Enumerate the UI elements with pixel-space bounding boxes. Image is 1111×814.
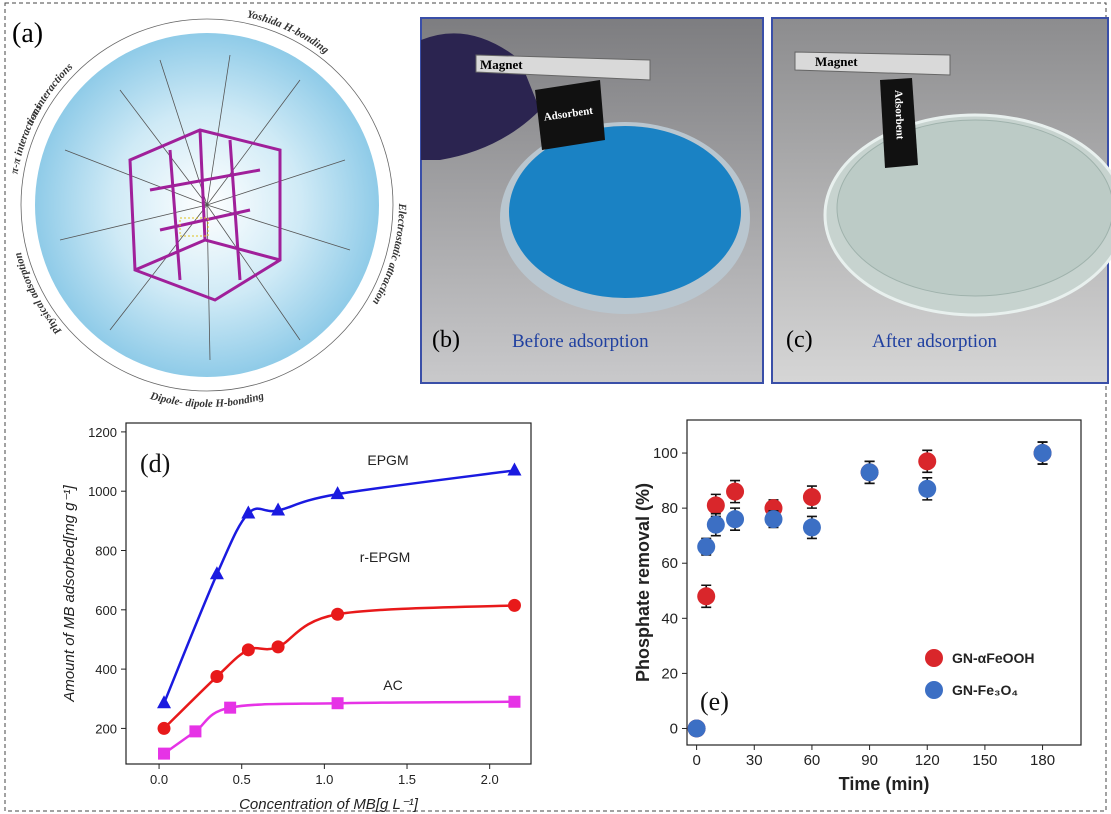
x-tick-label: 1.0 xyxy=(315,772,333,787)
adsorbent-label: Adsorbent xyxy=(892,90,906,140)
marker xyxy=(803,488,821,506)
x-tick-label: 30 xyxy=(746,752,763,769)
marker xyxy=(210,670,223,683)
marker xyxy=(210,566,224,579)
x-axis-label: Concentration of MB[g L⁻¹] xyxy=(239,796,419,813)
series-line xyxy=(164,470,514,703)
series-line xyxy=(164,605,514,728)
series-line xyxy=(164,702,514,754)
x-tick-label: 0 xyxy=(692,752,700,769)
x-tick-label: 1.5 xyxy=(398,772,416,787)
dish-liquid xyxy=(837,120,1111,296)
marker xyxy=(688,719,706,737)
marker xyxy=(158,748,170,760)
marker xyxy=(707,516,725,534)
marker xyxy=(707,496,725,514)
caption: After adsorption xyxy=(872,331,998,352)
panel-label: (a) xyxy=(12,18,43,49)
x-tick-label: 120 xyxy=(915,752,940,769)
marker xyxy=(242,643,255,656)
y-tick-label: 600 xyxy=(95,603,117,618)
y-tick-label: 100 xyxy=(653,445,678,462)
y-tick-label: 1000 xyxy=(88,484,117,499)
marker xyxy=(507,462,521,475)
series-label: AC xyxy=(383,677,402,693)
marker xyxy=(918,452,936,470)
panel-c: Magnet Adsorbent (c) After adsorption xyxy=(772,18,1111,383)
mechanism-text: Dipole- dipole H-bonding xyxy=(148,390,266,410)
marker xyxy=(925,649,943,667)
y-tick-label: 20 xyxy=(661,665,678,682)
mechanism-text: π-π interactions xyxy=(9,102,45,175)
panel-label: (b) xyxy=(432,327,460,353)
mechanism-label: Dipole- dipole H-bonding xyxy=(148,390,266,410)
y-tick-label: 40 xyxy=(661,610,678,627)
y-tick-label: 60 xyxy=(661,555,678,572)
x-tick-label: 0.5 xyxy=(233,772,251,787)
marker xyxy=(189,725,201,737)
y-tick-label: 400 xyxy=(95,662,117,677)
marker xyxy=(726,510,744,528)
marker xyxy=(726,483,744,501)
marker xyxy=(764,510,782,528)
marker xyxy=(697,587,715,605)
y-axis-label: Amount of MB adsorbed[mg g⁻¹] xyxy=(61,484,78,702)
magnet-label: Magnet xyxy=(815,54,858,69)
panel-label: (e) xyxy=(700,687,729,716)
mechanism-label: π-π interactions xyxy=(9,102,45,175)
marker xyxy=(332,697,344,709)
y-tick-label: 200 xyxy=(95,721,117,736)
y-tick-label: 0 xyxy=(670,720,678,737)
figure: (a) π-π interactionsYoshida H-bondingEle… xyxy=(0,0,1111,814)
marker xyxy=(1034,444,1052,462)
marker xyxy=(508,696,520,708)
dish-liquid xyxy=(509,126,741,298)
marker xyxy=(331,608,344,621)
marker xyxy=(508,599,521,612)
panel-b: Magnet Adsorbent (b) Before adsorption xyxy=(421,18,763,383)
marker xyxy=(925,681,943,699)
caption: Before adsorption xyxy=(512,331,649,352)
marker xyxy=(803,518,821,536)
marker xyxy=(272,640,285,653)
x-tick-label: 90 xyxy=(861,752,878,769)
y-tick-label: 80 xyxy=(661,500,678,517)
legend-label: GN-Fe₃O₄ xyxy=(952,682,1018,698)
x-tick-label: 180 xyxy=(1030,752,1055,769)
marker xyxy=(158,722,171,735)
y-tick-label: 1200 xyxy=(88,425,117,440)
x-tick-label: 0.0 xyxy=(150,772,168,787)
panel-label: (c) xyxy=(786,327,813,353)
marker xyxy=(861,463,879,481)
x-tick-label: 150 xyxy=(972,752,997,769)
x-axis-label: Time (min) xyxy=(839,774,930,794)
x-tick-label: 60 xyxy=(804,752,821,769)
y-axis-label: Phosphate removal (%) xyxy=(633,483,653,682)
marker xyxy=(918,480,936,498)
legend-label: GN-αFeOOH xyxy=(952,650,1035,666)
plot-frame xyxy=(687,420,1081,745)
marker xyxy=(697,538,715,556)
panel-label: (d) xyxy=(140,449,170,478)
marker xyxy=(157,695,171,708)
series-label: r-EPGM xyxy=(360,549,411,565)
marker xyxy=(241,505,255,518)
magnet-label: Magnet xyxy=(480,57,523,72)
y-tick-label: 800 xyxy=(95,544,117,559)
plot-frame xyxy=(126,423,531,764)
marker xyxy=(224,702,236,714)
series-label: EPGM xyxy=(367,452,408,468)
x-tick-label: 2.0 xyxy=(481,772,499,787)
